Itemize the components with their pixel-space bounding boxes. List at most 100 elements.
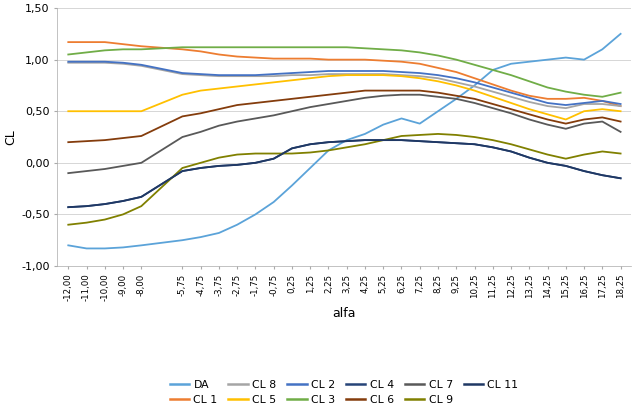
CL 4 <box>288 146 296 151</box>
CL 1 <box>119 42 127 47</box>
CL 2 <box>507 90 515 95</box>
CL 9 <box>119 212 127 217</box>
CL 8 <box>397 73 405 77</box>
CL 6 <box>138 133 145 138</box>
CL 11 <box>325 140 333 145</box>
DA <box>471 83 478 88</box>
CL 6 <box>599 115 606 120</box>
CL 7 <box>471 101 478 106</box>
CL 7 <box>101 166 109 171</box>
DA <box>270 199 278 204</box>
CL 7 <box>197 129 204 134</box>
CL 5 <box>83 109 90 114</box>
CL 4 <box>83 204 90 209</box>
CL 2 <box>380 69 387 73</box>
CL 6 <box>471 96 478 101</box>
CL 3 <box>270 45 278 50</box>
CL 4 <box>361 138 369 143</box>
CL 7 <box>288 109 296 114</box>
DA <box>452 96 460 101</box>
CL 3 <box>252 45 259 50</box>
DA <box>434 109 442 114</box>
CL 9 <box>562 156 569 161</box>
CL 4 <box>434 140 442 145</box>
CL 2 <box>544 101 552 106</box>
CL 3 <box>434 53 442 58</box>
DA <box>507 61 515 66</box>
CL 5 <box>434 79 442 84</box>
DA <box>233 222 241 227</box>
CL 8 <box>233 74 241 79</box>
CL 9 <box>215 155 223 160</box>
CL 3 <box>215 45 223 50</box>
CL 5 <box>562 117 569 122</box>
Line: CL 1: CL 1 <box>68 42 620 106</box>
CL 2 <box>178 71 186 75</box>
CL 1 <box>306 56 314 61</box>
CL 7 <box>599 119 606 124</box>
CL 3 <box>83 50 90 55</box>
CL 2 <box>434 73 442 77</box>
CL 2 <box>562 103 569 108</box>
CL 6 <box>288 96 296 101</box>
CL 6 <box>101 138 109 143</box>
CL 3 <box>544 85 552 90</box>
CL 4 <box>101 202 109 206</box>
CL 7 <box>325 102 333 106</box>
CL 11 <box>252 160 259 165</box>
CL 8 <box>452 80 460 85</box>
Line: CL 9: CL 9 <box>68 134 620 225</box>
CL 1 <box>434 65 442 70</box>
CL 7 <box>452 96 460 101</box>
Line: CL 6: CL 6 <box>68 91 620 142</box>
CL 7 <box>434 94 442 99</box>
CL 6 <box>507 107 515 112</box>
DA <box>343 138 350 143</box>
CL 9 <box>343 145 350 150</box>
DA <box>380 122 387 127</box>
CL 7 <box>252 116 259 121</box>
CL 3 <box>617 90 624 95</box>
CL 9 <box>397 133 405 138</box>
CL 1 <box>233 54 241 59</box>
CL 5 <box>617 109 624 114</box>
CL 9 <box>270 151 278 156</box>
CL 11 <box>580 168 588 173</box>
CL 3 <box>343 45 350 50</box>
CL 11 <box>178 168 186 173</box>
CL 6 <box>197 111 204 116</box>
CL 8 <box>215 74 223 79</box>
CL 3 <box>288 45 296 50</box>
CL 5 <box>138 109 145 114</box>
CL 9 <box>380 138 387 143</box>
CL 11 <box>562 164 569 168</box>
CL 4 <box>380 138 387 143</box>
CL 6 <box>397 88 405 93</box>
CL 11 <box>617 176 624 181</box>
CL 8 <box>119 61 127 66</box>
CL 11 <box>452 141 460 145</box>
CL 5 <box>215 86 223 91</box>
CL 6 <box>119 136 127 141</box>
CL 6 <box>325 92 333 97</box>
CL 4 <box>617 176 624 181</box>
DA <box>306 166 314 170</box>
CL 6 <box>380 88 387 93</box>
CL 8 <box>343 72 350 77</box>
CL 5 <box>380 73 387 77</box>
CL 1 <box>215 52 223 57</box>
Line: CL 2: CL 2 <box>68 62 620 105</box>
CL 1 <box>471 76 478 81</box>
CL 11 <box>101 202 109 206</box>
CL 3 <box>471 62 478 67</box>
CL 4 <box>526 155 533 160</box>
CL 7 <box>397 92 405 97</box>
CL 6 <box>562 121 569 126</box>
CL 1 <box>452 70 460 75</box>
Line: CL 7: CL 7 <box>68 95 620 173</box>
CL 5 <box>507 101 515 106</box>
CL 4 <box>252 160 259 165</box>
CL 1 <box>288 56 296 61</box>
CL 4 <box>599 173 606 178</box>
CL 8 <box>434 76 442 81</box>
